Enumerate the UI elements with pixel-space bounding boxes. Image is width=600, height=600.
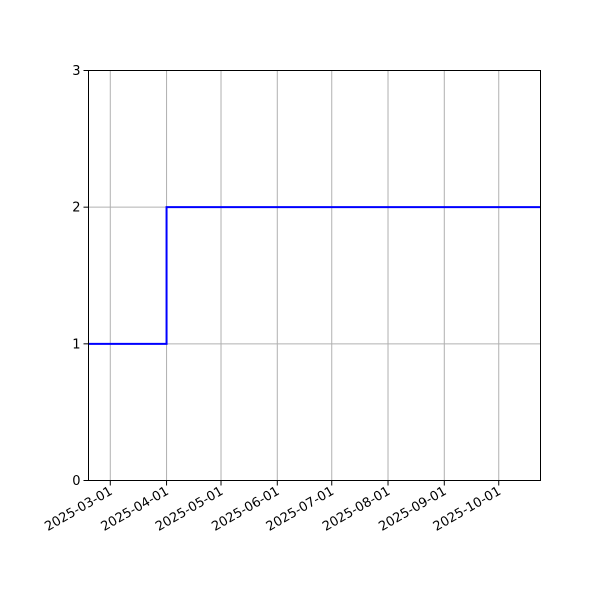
- y-tick-label: 1: [72, 337, 80, 352]
- y-tick-label: 0: [72, 474, 80, 489]
- plot-border: [88, 70, 541, 481]
- y-tick-label: 3: [72, 64, 80, 79]
- series-line-step-series: [88, 206, 541, 345]
- y-tick-label: 2: [72, 201, 80, 216]
